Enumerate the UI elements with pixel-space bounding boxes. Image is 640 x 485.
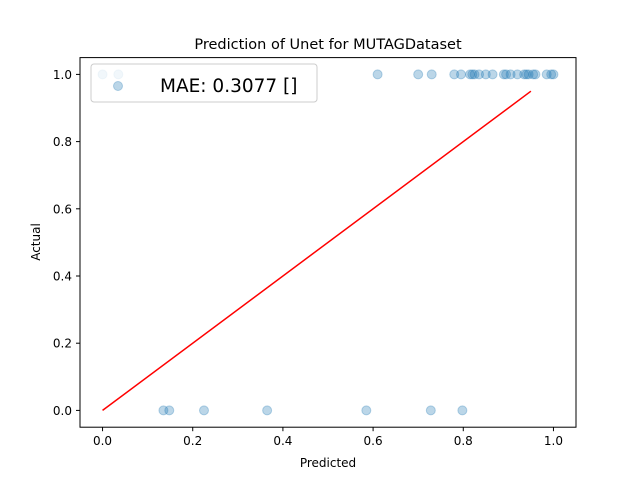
data-point [541, 69, 552, 80]
data-point [469, 69, 480, 80]
data-point [361, 405, 372, 416]
chart-title: Prediction of Unet for MUTAGDataset [194, 37, 462, 53]
data-point [523, 69, 534, 80]
y-tick-label: 0.0 [53, 404, 72, 418]
data-point [426, 69, 437, 80]
x-tick-label: 0.4 [273, 434, 292, 448]
data-point [528, 69, 539, 80]
legend-box [90, 63, 318, 103]
data-point [425, 405, 436, 416]
x-axis-ticks: 0.0 0.2 0.4 0.6 0.8 1.0 [93, 427, 563, 448]
data-point [521, 69, 532, 80]
data-point [519, 69, 530, 80]
x-tick-label: 1.0 [544, 434, 563, 448]
y-tick-label: 0.4 [53, 270, 72, 284]
data-point [548, 69, 559, 80]
y-tick-label: 0.2 [53, 337, 72, 351]
data-point [505, 69, 516, 80]
identity-line [102, 90, 532, 412]
data-point [413, 69, 424, 80]
data-point [465, 69, 476, 80]
y-tick-label: 1.0 [53, 68, 72, 82]
data-point [457, 405, 468, 416]
legend: MAE: 0.3077 [] [90, 63, 318, 103]
data-point [456, 69, 467, 80]
y-tick-label: 0.8 [53, 135, 72, 149]
data-point [262, 405, 273, 416]
plot-frame [79, 57, 577, 428]
data-point [467, 69, 478, 80]
data-point [199, 405, 209, 416]
y-axis-ticks: 0.0 0.2 0.4 0.6 0.8 1.0 [53, 68, 80, 418]
data-point [501, 69, 512, 80]
x-axis-label: Predicted [300, 456, 356, 470]
data-point [487, 69, 498, 80]
data-point [512, 69, 523, 80]
data-point [498, 69, 509, 80]
data-point [546, 69, 557, 80]
x-tick-label: 0.2 [183, 434, 202, 448]
x-tick-label: 0.0 [93, 434, 112, 448]
x-tick-label: 0.6 [364, 434, 383, 448]
legend-label: MAE: 0.3077 [] [160, 76, 297, 97]
legend-marker [113, 81, 123, 91]
data-point [372, 69, 383, 80]
data-point [474, 69, 485, 80]
data-point [158, 405, 169, 416]
data-point [530, 69, 541, 80]
data-point [480, 69, 491, 80]
data-point [164, 405, 175, 416]
y-axis-label: Actual [29, 223, 43, 261]
x-tick-label: 0.8 [454, 434, 473, 448]
y-tick-label: 0.6 [53, 202, 72, 216]
data-point [449, 69, 460, 80]
